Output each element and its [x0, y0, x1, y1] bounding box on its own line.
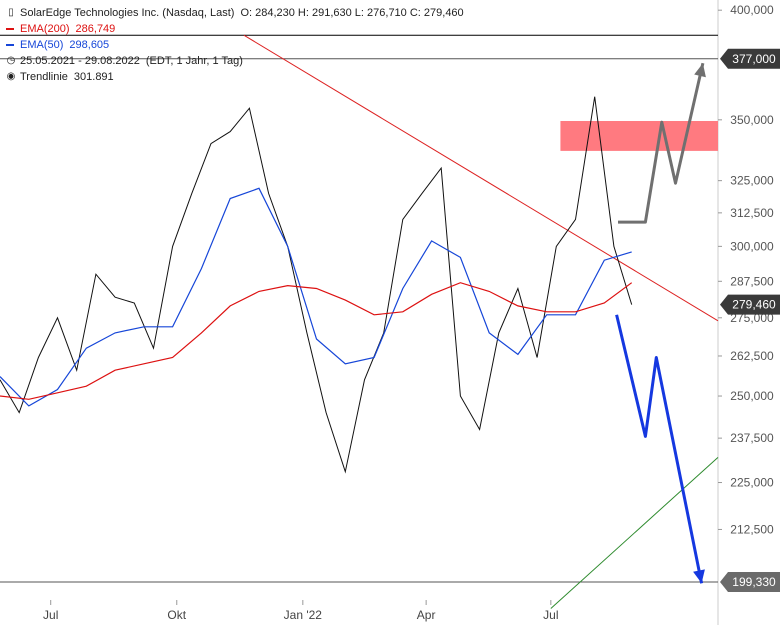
- legend-title-row: ▯ SolarEdge Technologies Inc. (Nasdaq, L…: [6, 5, 464, 21]
- y-tick-label: 225,000: [730, 476, 774, 490]
- legend-trend-value: 301.891: [73, 71, 114, 83]
- legend-ema200-label: EMA(200): [20, 23, 70, 35]
- ema200-swatch: [6, 28, 14, 30]
- y-tick-label: 287,500: [730, 274, 774, 288]
- candlestick-icon: ▯: [8, 7, 14, 18]
- dot-icon: ◉: [6, 71, 16, 82]
- y-tick-label: 250,000: [730, 389, 774, 403]
- legend-trend-label: Trendlinie: [20, 71, 68, 83]
- legend-ema200-row: EMA(200) 286,749: [6, 21, 464, 37]
- x-tick-label: Jul: [543, 608, 558, 622]
- chart-legend: ▯ SolarEdge Technologies Inc. (Nasdaq, L…: [6, 5, 464, 85]
- legend-range: 25.05.2021 - 29.08.2022: [20, 55, 140, 67]
- price-marker-label: 279,460: [732, 298, 776, 312]
- legend-ema50-label: EMA(50): [20, 39, 64, 51]
- scenario-arrowhead-1: [693, 569, 705, 584]
- price-marker-label: 199,330: [732, 575, 776, 589]
- y-tick-label: 237,500: [730, 431, 774, 445]
- clock-icon: ◷: [6, 55, 16, 66]
- resistance-zone: [560, 120, 718, 151]
- x-tick-label: Jan '22: [284, 608, 323, 622]
- y-tick-label: 325,000: [730, 174, 774, 188]
- legend-range-note: (EDT, 1 Jahr, 1 Tag): [145, 55, 243, 67]
- y-tick-label: 312,500: [730, 206, 774, 220]
- series-ema-50-: [0, 187, 632, 407]
- x-tick-label: Jul: [43, 608, 58, 622]
- legend-ema50-value: 298,605: [69, 39, 110, 51]
- y-tick-label: 350,000: [730, 113, 774, 127]
- trendline-1: [550, 457, 719, 609]
- ema50-swatch: [6, 44, 14, 46]
- scenario-path-0: [618, 62, 705, 224]
- price-marker-label: 377,000: [732, 52, 776, 66]
- y-tick-label: 300,000: [730, 239, 774, 253]
- y-tick-label: 262,500: [730, 349, 774, 363]
- price-marker: [720, 571, 780, 592]
- legend-ema200-value: 286,749: [75, 23, 116, 35]
- scenario-arrowhead-0: [694, 63, 706, 78]
- legend-ema50-row: EMA(50) 298,605: [6, 37, 464, 53]
- y-tick-label: 212,500: [730, 522, 774, 536]
- y-tick-label: 400,000: [730, 3, 774, 17]
- price-marker: [720, 48, 780, 69]
- legend-ohlc: O: 284,230 H: 291,630 L: 276,710 C: 279,…: [240, 7, 464, 19]
- x-tick-label: Apr: [417, 608, 436, 622]
- legend-range-row: ◷ 25.05.2021 - 29.08.2022 (EDT, 1 Jahr, …: [6, 53, 464, 69]
- series-ema-200-: [0, 282, 633, 400]
- trendline-0: [243, 34, 719, 322]
- price-marker: [720, 294, 780, 315]
- series-kurs-close-: [0, 96, 633, 474]
- scenario-path-1: [615, 314, 704, 584]
- x-tick-label: Okt: [167, 608, 186, 622]
- legend-trend-row: ◉ Trendlinie 301.891: [6, 69, 464, 85]
- legend-title: SolarEdge Technologies Inc. (Nasdaq, Las…: [20, 7, 235, 19]
